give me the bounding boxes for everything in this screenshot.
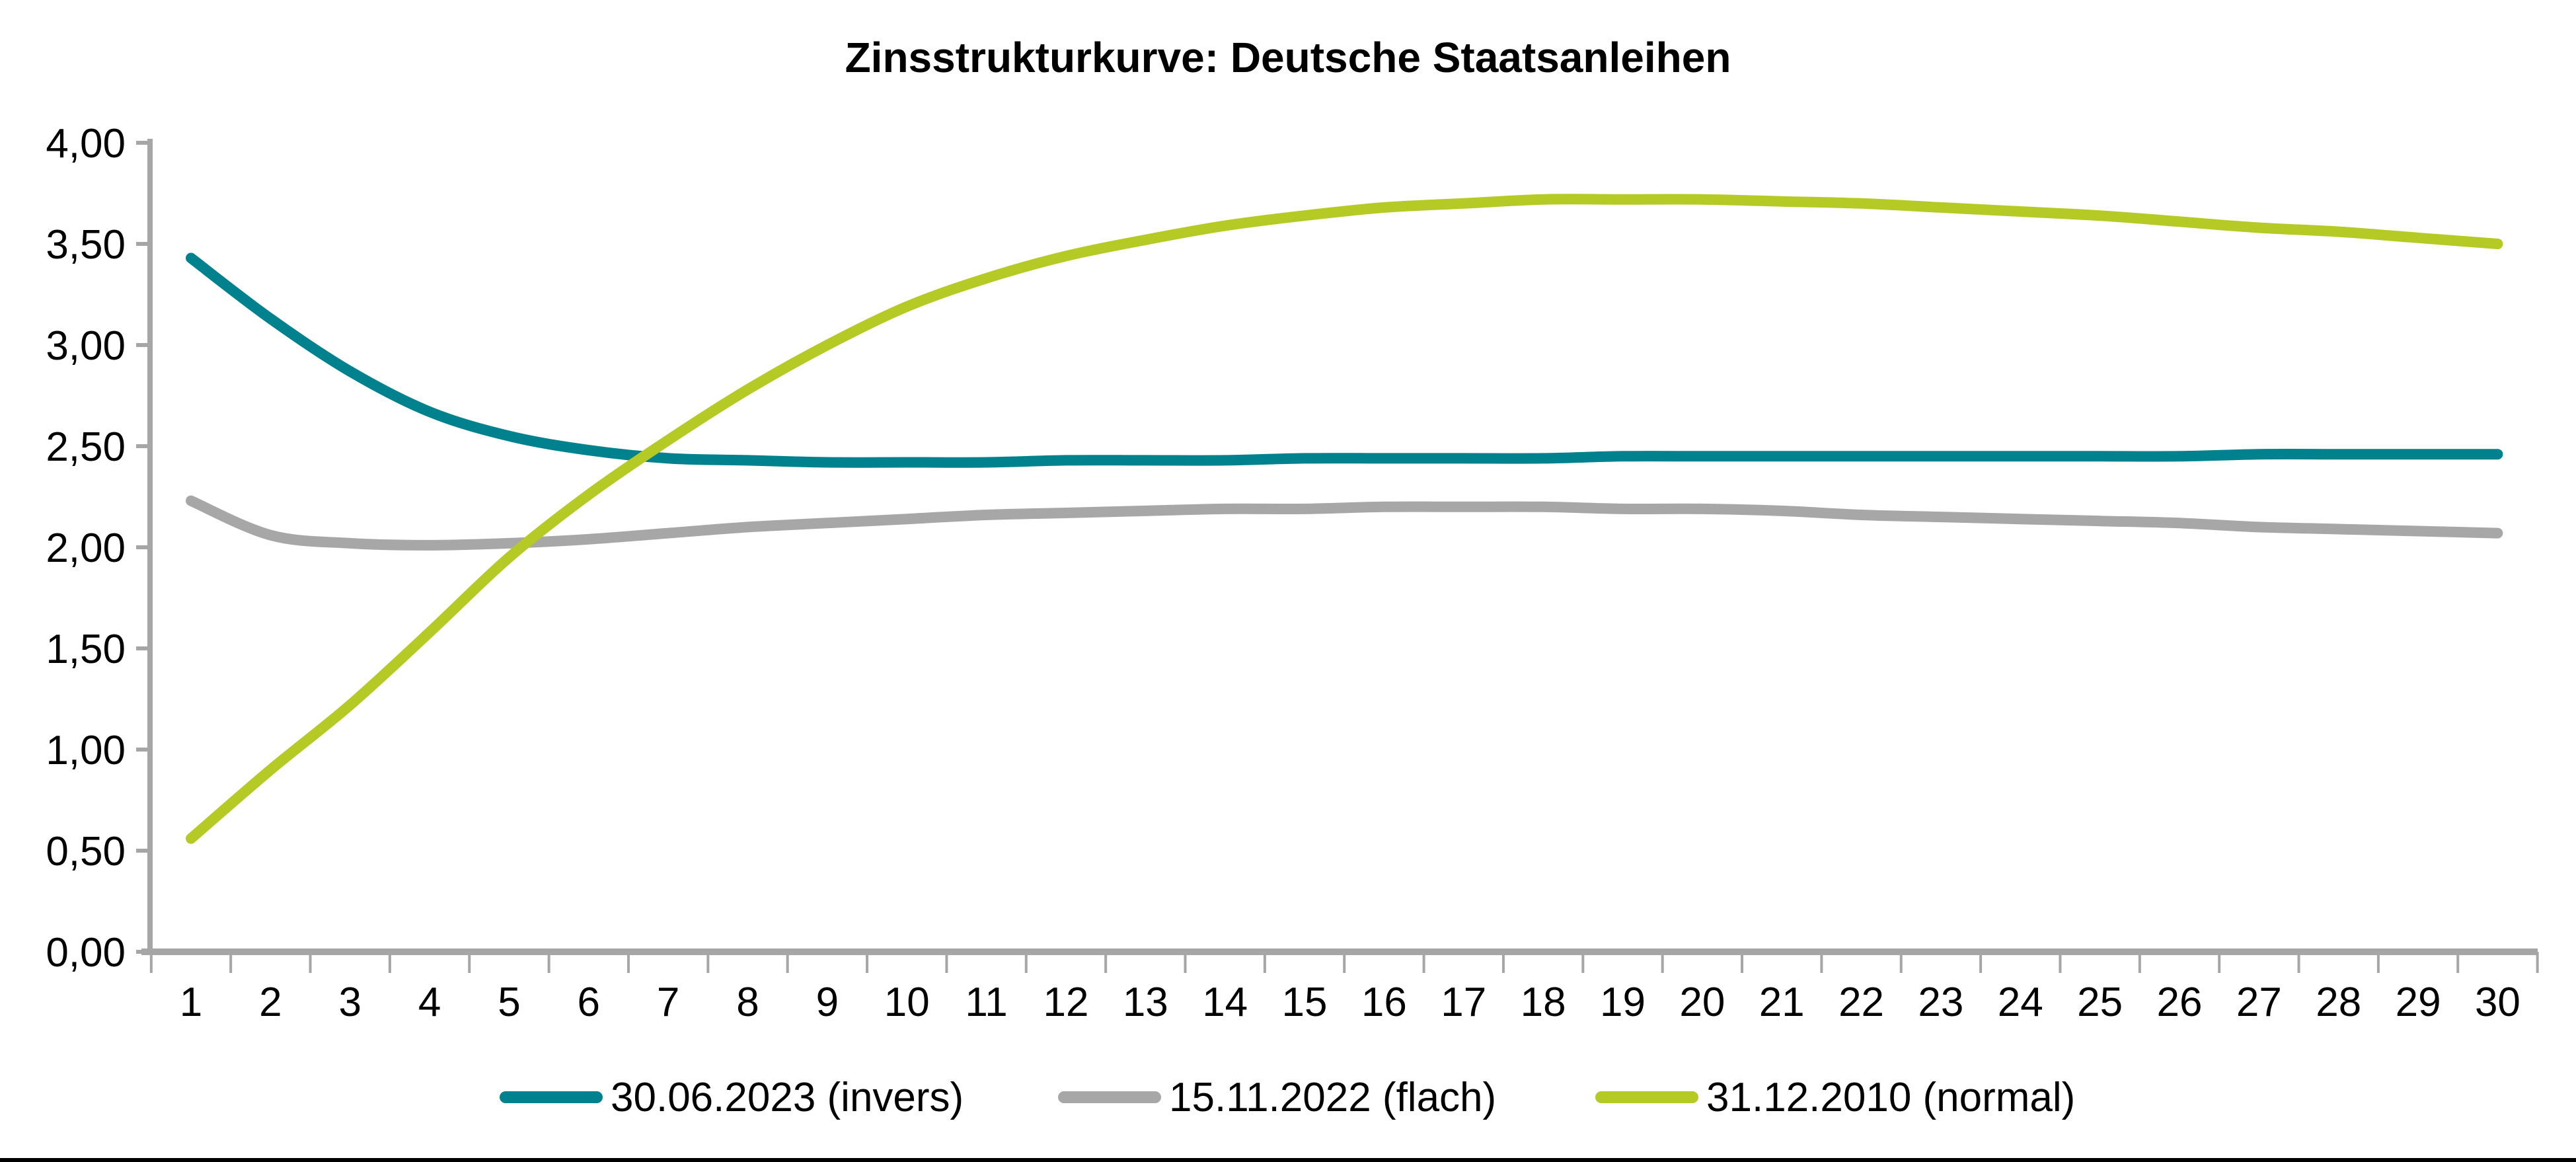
x-axis-tick-label: 22 — [1838, 980, 1884, 1025]
x-axis-tick-label: 2 — [259, 980, 282, 1025]
x-axis-tick-label: 19 — [1600, 980, 1646, 1025]
y-axis-tick-label: 0,50 — [46, 829, 126, 874]
x-axis-tick-label: 13 — [1123, 980, 1168, 1025]
legend-label-flach: 15.11.2022 (flach) — [1169, 1075, 1497, 1120]
y-axis-tick-label: 1,50 — [46, 627, 126, 672]
y-axis-tick-label: 0,00 — [46, 930, 126, 976]
x-axis-tick-label: 26 — [2157, 980, 2203, 1025]
x-axis-tick-label: 15 — [1282, 980, 1328, 1025]
x-axis-tick-label: 11 — [965, 980, 1007, 1025]
series-line-0 — [186, 252, 2503, 468]
bottom-border — [0, 1158, 2576, 1162]
y-axis-tick-label: 3,50 — [46, 222, 126, 268]
x-axis-tick-label: 7 — [657, 980, 679, 1025]
x-axis-tick-label: 30 — [2475, 980, 2520, 1025]
x-axis-tick-label: 10 — [884, 980, 930, 1025]
x-axis-tick-label: 14 — [1202, 980, 1248, 1025]
legend-swatch-green — [1595, 1091, 1698, 1103]
y-axis-tick-label: 1,00 — [46, 728, 126, 773]
x-axis-tick-label: 29 — [2396, 980, 2441, 1025]
x-axis-tick-label: 3 — [338, 980, 361, 1025]
x-axis-tick-label: 4 — [418, 980, 441, 1025]
y-axis-tick-label: 2,00 — [46, 525, 126, 571]
x-axis-tick-label: 27 — [2236, 980, 2282, 1025]
x-axis-tick-label: 5 — [498, 980, 520, 1025]
x-axis-tick-label: 1 — [180, 980, 202, 1025]
series-line-2 — [186, 194, 2503, 844]
chart-legend: 30.06.2023 (invers) 15.11.2022 (flach) 3… — [0, 1072, 2576, 1125]
x-axis-tick-label: 24 — [1998, 980, 2043, 1025]
legend-label-invers: 30.06.2023 (invers) — [611, 1075, 964, 1120]
x-axis-tick-label: 12 — [1043, 980, 1088, 1025]
y-axis-tick-label: 3,00 — [46, 323, 126, 369]
x-axis-tick-label: 20 — [1679, 980, 1725, 1025]
chart-title: Zinsstrukturkurve: Deutsche Staatsanleih… — [845, 34, 1731, 81]
legend-swatch-teal — [500, 1091, 603, 1103]
x-axis-tick-label: 9 — [816, 980, 839, 1025]
x-axis-tick-label: 25 — [2077, 980, 2123, 1025]
x-axis-tick-label: 6 — [578, 980, 600, 1025]
x-axis-tick-label: 18 — [1521, 980, 1566, 1025]
y-axis-tick-label: 4,00 — [46, 121, 126, 167]
x-axis-tick-label: 17 — [1441, 980, 1486, 1025]
x-axis-tick-label: 23 — [1918, 980, 1963, 1025]
x-axis-tick-label: 21 — [1759, 980, 1805, 1025]
x-axis-tick-label: 16 — [1361, 980, 1407, 1025]
legend-swatch-gray — [1058, 1091, 1161, 1103]
legend-label-normal: 31.12.2010 (normal) — [1706, 1075, 2076, 1120]
x-axis-tick-label: 8 — [736, 980, 759, 1025]
x-axis-tick-label: 28 — [2316, 980, 2361, 1025]
series-line-1 — [186, 495, 2503, 551]
y-axis-tick-label: 2,50 — [46, 424, 126, 470]
